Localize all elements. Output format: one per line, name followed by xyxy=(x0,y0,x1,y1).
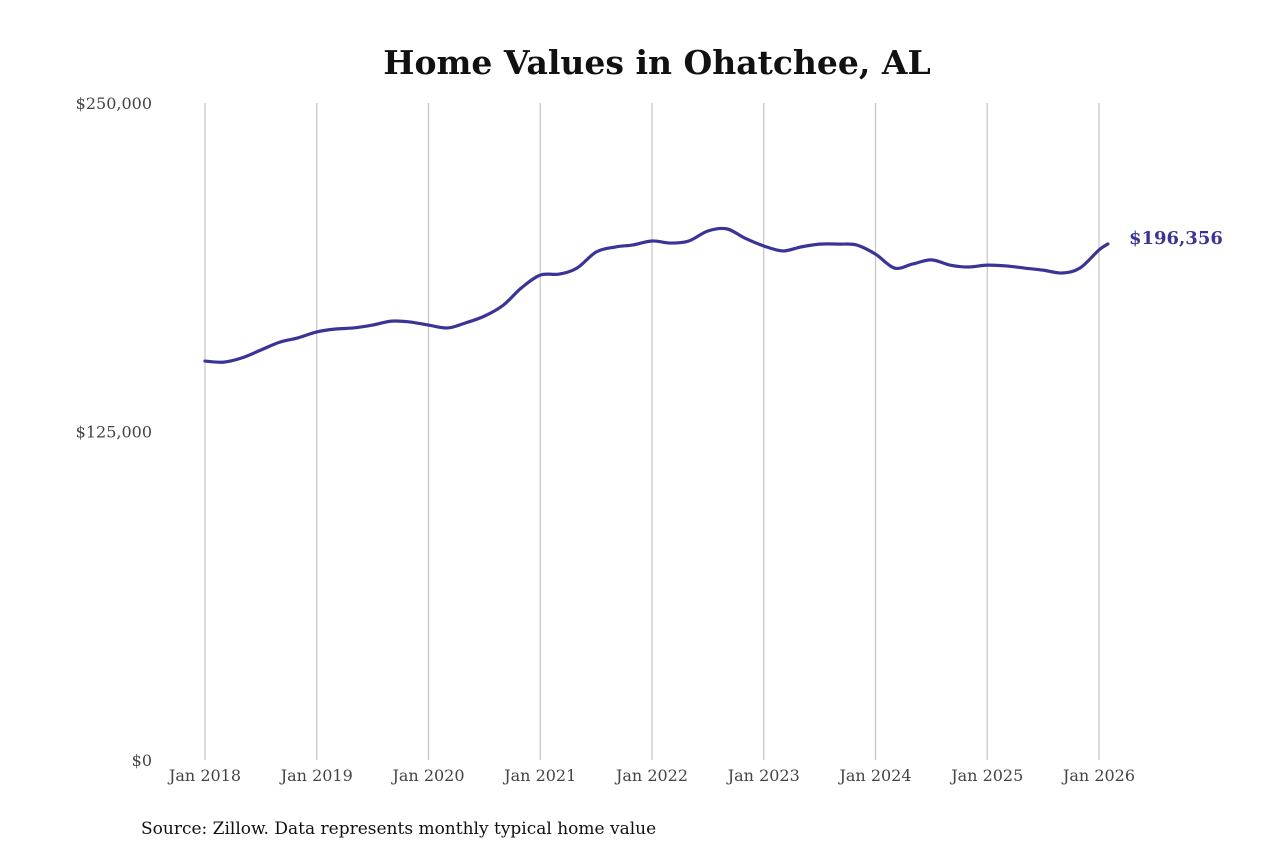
source-note: Source: Zillow. Data represents monthly … xyxy=(141,819,656,839)
x-axis: Jan 2018 Jan 2019 Jan 2020 Jan 2021 Jan 2022… xyxy=(167,766,1135,785)
x-tick-label: Jan 2022 xyxy=(614,766,688,785)
x-tick-label: Jan 2026 xyxy=(1061,766,1135,785)
x-tick-label: Jan 2018 xyxy=(167,766,241,785)
y-axis: $0 $125,000 $250,000 xyxy=(76,94,152,770)
y-tick-label: $125,000 xyxy=(76,423,152,442)
x-tick-label: Jan 2019 xyxy=(279,766,353,785)
x-tick-label: Jan 2025 xyxy=(949,766,1023,785)
gridlines xyxy=(204,103,1100,760)
y-tick-label: $250,000 xyxy=(76,94,152,113)
x-tick-label: Jan 2023 xyxy=(726,766,800,785)
x-tick-label: Jan 2021 xyxy=(502,766,576,785)
end-value-label: $196,356 xyxy=(1129,228,1223,249)
y-tick-label: $0 xyxy=(132,751,152,770)
series-line-home-value xyxy=(203,226,1110,364)
chart-title: Home Values in Ohatchee, AL xyxy=(383,43,930,82)
x-tick-label: Jan 2024 xyxy=(837,766,911,785)
x-tick-label: Jan 2020 xyxy=(390,766,464,785)
